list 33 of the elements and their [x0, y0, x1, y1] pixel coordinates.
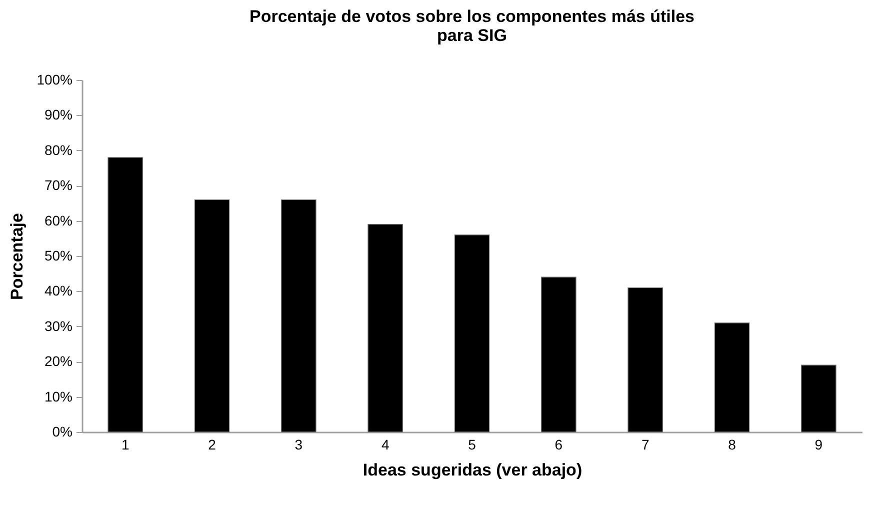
y-tick-label: 80% — [44, 142, 72, 158]
y-tick-label: 10% — [44, 388, 72, 404]
bar — [628, 287, 664, 432]
bar — [368, 224, 404, 432]
y-tick-label: 60% — [44, 212, 72, 228]
x-tick-label: 2 — [208, 436, 216, 452]
x-tick-label: 6 — [554, 436, 563, 452]
y-axis-title: Porcentaje — [8, 213, 27, 300]
bar — [108, 157, 144, 432]
y-tick-label: 100% — [36, 72, 72, 88]
y-tick-label: 50% — [44, 248, 72, 264]
y-tick-label: 30% — [44, 318, 72, 334]
bar — [800, 364, 836, 432]
y-tick-label: 0% — [52, 424, 72, 440]
text: para SIG — [437, 26, 507, 45]
y-tick-label: 70% — [44, 177, 72, 194]
y-tick-label: 90% — [44, 106, 72, 123]
text: Porcentaje de votos sobre los componentes más útiles — [250, 7, 694, 26]
x-tick-label: 1 — [121, 436, 130, 452]
bar — [714, 322, 750, 432]
x-tick-label: 7 — [641, 436, 650, 452]
bar — [194, 199, 230, 432]
bar — [540, 276, 576, 432]
x-tick-label: 8 — [728, 436, 736, 452]
x-tick-label: 4 — [381, 436, 390, 452]
x-tick-label: 5 — [468, 436, 476, 452]
x-tick-label: 3 — [294, 436, 303, 452]
y-tick-label: 20% — [44, 353, 72, 370]
y-tick-label: 40% — [44, 282, 72, 299]
bar — [454, 234, 490, 432]
bar — [280, 199, 316, 432]
x-axis-title: Ideas sugeridas (ver abajo) — [362, 460, 582, 480]
x-tick-label: 9 — [814, 436, 823, 452]
